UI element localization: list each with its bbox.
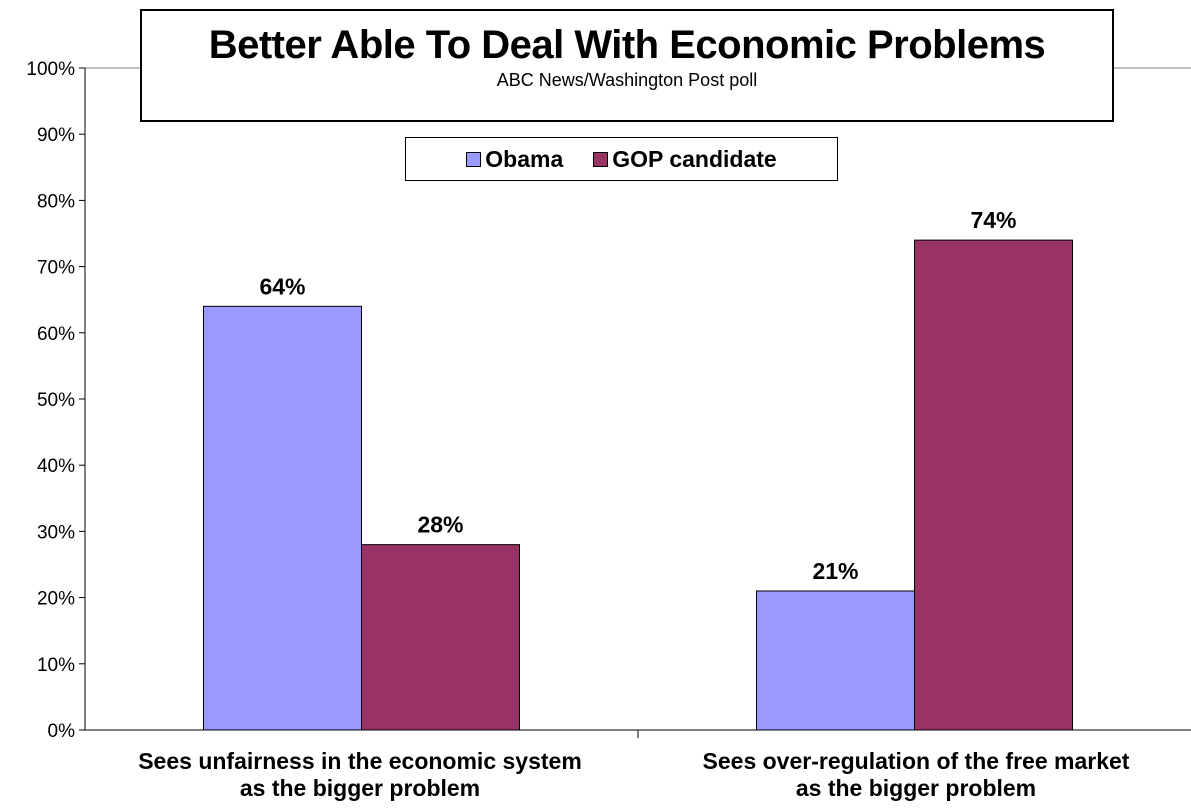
data-label: 28% xyxy=(417,512,463,538)
y-tick-label: 20% xyxy=(37,589,75,610)
chart-title: Better Able To Deal With Economic Proble… xyxy=(208,23,1046,67)
x-axis-label-1-line-1: Sees unfairness in the economic system xyxy=(138,748,582,774)
bar-obama-2 xyxy=(756,590,915,731)
y-tick-label: 90% xyxy=(37,125,75,146)
x-axis-label-2-line-1: Sees over-regulation of the free market xyxy=(702,748,1130,774)
bar-gop-2 xyxy=(914,239,1073,731)
legend-swatch-obama xyxy=(466,151,482,167)
legend: Obama GOP candidate xyxy=(405,137,838,181)
y-tick-label: 100% xyxy=(26,59,75,80)
legend-swatch-gop xyxy=(593,151,609,167)
legend-item-obama: Obama xyxy=(466,146,563,173)
x-axis-label-2-line-2: as the bigger problem xyxy=(795,775,1037,801)
y-tick-label: 10% xyxy=(37,655,75,676)
data-label: 21% xyxy=(812,558,858,584)
x-axis-label-1: Sees unfairness in the economic system a… xyxy=(80,748,640,802)
y-tick-label: 50% xyxy=(37,390,75,411)
y-tick-label: 80% xyxy=(37,191,75,212)
x-axis-label-2: Sees over-regulation of the free market … xyxy=(636,748,1191,802)
x-axis-label-1-line-2: as the bigger problem xyxy=(239,775,481,801)
y-tick-label: 40% xyxy=(37,456,75,477)
y-tick-label: 30% xyxy=(37,522,75,543)
y-tick-label: 70% xyxy=(37,258,75,279)
title-box: Better Able To Deal With Economic Proble… xyxy=(140,9,1114,122)
chart-subtitle: ABC News/Washington Post poll xyxy=(496,70,758,90)
data-label: 64% xyxy=(259,273,305,299)
legend-label-obama: Obama xyxy=(485,145,564,172)
legend-label-gop: GOP candidate xyxy=(612,145,777,172)
data-labels: 64% 28% 21% 74% xyxy=(259,207,1016,584)
bar-group xyxy=(203,239,1073,731)
y-tick-label: 0% xyxy=(48,721,76,742)
bar-obama-1 xyxy=(203,305,362,731)
data-label: 74% xyxy=(970,207,1016,233)
y-tick-label: 60% xyxy=(37,324,75,345)
legend-item-gop: GOP candidate xyxy=(593,145,777,173)
bar-gop-1 xyxy=(361,544,520,731)
